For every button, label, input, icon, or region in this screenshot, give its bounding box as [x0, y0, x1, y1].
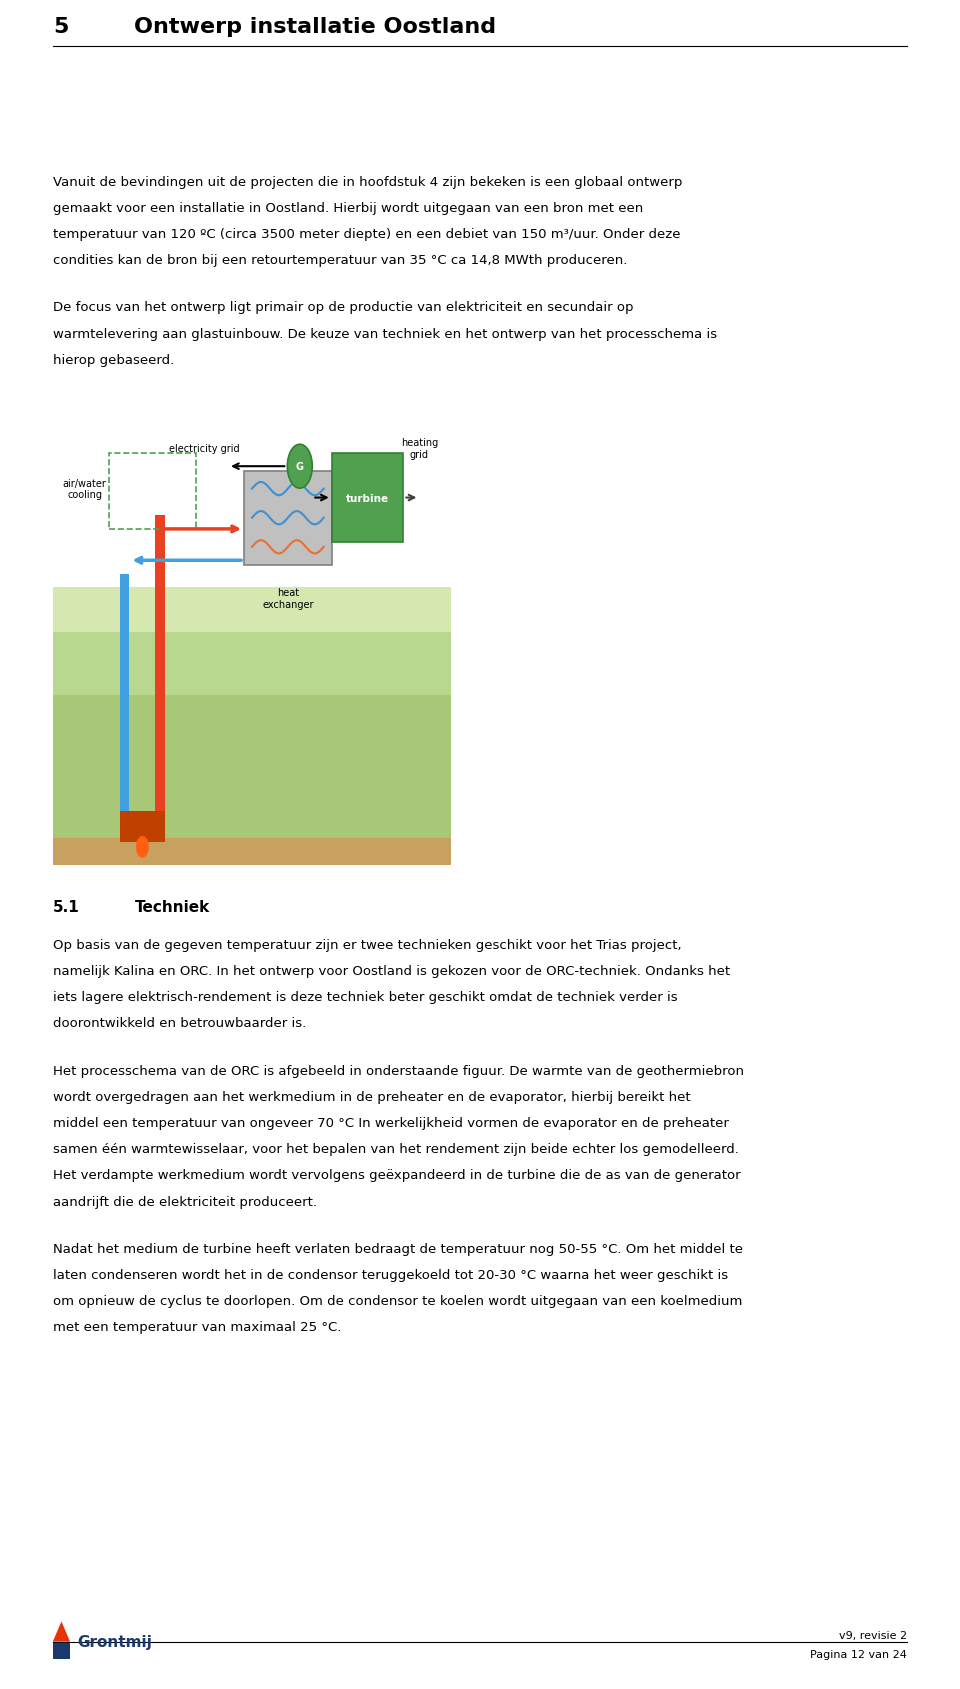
Text: Op basis van de gegeven temperatuur zijn er twee technieken geschikt voor het Tr: Op basis van de gegeven temperatuur zijn…: [53, 939, 682, 951]
Text: condities kan de bron bij een retourtemperatuur van 35 °C ca 14,8 MWth producere: condities kan de bron bij een retourtemp…: [53, 253, 627, 267]
Text: samen één warmtewisselaar, voor het bepalen van het rendement zijn beide echter : samen één warmtewisselaar, voor het bepa…: [53, 1142, 738, 1155]
Text: om opnieuw de cyclus te doorlopen. Om de condensor te koelen wordt uitgegaan van: om opnieuw de cyclus te doorlopen. Om de…: [53, 1294, 742, 1307]
Text: temperatuur van 120 ºC (circa 3500 meter diepte) en een debiet van 150 m³/uur. O: temperatuur van 120 ºC (circa 3500 meter…: [53, 228, 681, 242]
Bar: [120, 811, 165, 843]
Circle shape: [136, 838, 148, 858]
Text: v9, revisie 2: v9, revisie 2: [839, 1630, 907, 1640]
Text: 5.1: 5.1: [53, 899, 80, 914]
Text: Nadat het medium de turbine heeft verlaten bedraagt de temperatuur nog 50-55 °C.: Nadat het medium de turbine heeft verlat…: [53, 1241, 743, 1255]
Text: middel een temperatuur van ongeveer 70 °C In werkelijkheid vormen de evaporator : middel een temperatuur van ongeveer 70 °…: [53, 1116, 729, 1130]
Text: air/water
cooling: air/water cooling: [62, 478, 107, 500]
Bar: [53, 632, 451, 696]
Bar: [120, 574, 130, 843]
Bar: [53, 838, 451, 865]
Bar: [53, 588, 451, 632]
Text: De focus van het ontwerp ligt primair op de productie van elektriciteit en secun: De focus van het ontwerp ligt primair op…: [53, 301, 634, 314]
Text: hierop gebaseerd.: hierop gebaseerd.: [53, 353, 174, 367]
Text: Vanuit de bevindingen uit de projecten die in hoofdstuk 4 zijn bekeken is een gl: Vanuit de bevindingen uit de projecten d…: [53, 176, 683, 189]
Text: 5: 5: [53, 17, 68, 37]
Polygon shape: [53, 1621, 70, 1642]
Text: Ontwerp installatie Oostland: Ontwerp installatie Oostland: [134, 17, 496, 37]
Text: gemaakt voor een installatie in Oostland. Hierbij wordt uitgegaan van een bron m: gemaakt voor een installatie in Oostland…: [53, 203, 643, 215]
Text: electricity grid: electricity grid: [169, 444, 239, 454]
Bar: [53, 1643, 70, 1659]
Bar: [331, 453, 403, 542]
Bar: [244, 471, 331, 566]
Bar: [108, 453, 196, 530]
Circle shape: [287, 444, 312, 488]
Bar: [53, 417, 451, 865]
Text: Techniek: Techniek: [134, 899, 209, 914]
Text: Pagina 12 van 24: Pagina 12 van 24: [810, 1648, 907, 1659]
Text: G: G: [296, 461, 303, 471]
Text: namelijk Kalina en ORC. In het ontwerp voor Oostland is gekozen voor de ORC-tech: namelijk Kalina en ORC. In het ontwerp v…: [53, 964, 730, 978]
Text: Grontmij: Grontmij: [77, 1635, 152, 1648]
Text: turbine: turbine: [346, 493, 389, 503]
Text: wordt overgedragen aan het werkmedium in de preheater en de evaporator, hierbij : wordt overgedragen aan het werkmedium in…: [53, 1089, 690, 1103]
Bar: [156, 517, 165, 843]
Text: heat
exchanger: heat exchanger: [262, 588, 314, 610]
Text: heating
grid: heating grid: [400, 437, 438, 459]
Text: warmtelevering aan glastuinbouw. De keuze van techniek en het ontwerp van het pr: warmtelevering aan glastuinbouw. De keuz…: [53, 328, 717, 341]
Text: Het verdampte werkmedium wordt vervolgens geëxpandeerd in de turbine die de as v: Het verdampte werkmedium wordt vervolgen…: [53, 1169, 740, 1182]
Text: iets lagere elektrisch-rendement is deze techniek beter geschikt omdat de techni: iets lagere elektrisch-rendement is deze…: [53, 991, 678, 1003]
Text: Het processchema van de ORC is afgebeeld in onderstaande figuur. De warmte van d: Het processchema van de ORC is afgebeeld…: [53, 1064, 744, 1078]
Text: laten condenseren wordt het in de condensor teruggekoeld tot 20-30 °C waarna het: laten condenseren wordt het in de conden…: [53, 1268, 728, 1282]
Bar: [53, 696, 451, 865]
Text: aandrijft die de elektriciteit produceert.: aandrijft die de elektriciteit produceer…: [53, 1194, 317, 1208]
Text: doorontwikkeld en betrouwbaarder is.: doorontwikkeld en betrouwbaarder is.: [53, 1017, 306, 1030]
Text: met een temperatuur van maximaal 25 °C.: met een temperatuur van maximaal 25 °C.: [53, 1321, 341, 1334]
